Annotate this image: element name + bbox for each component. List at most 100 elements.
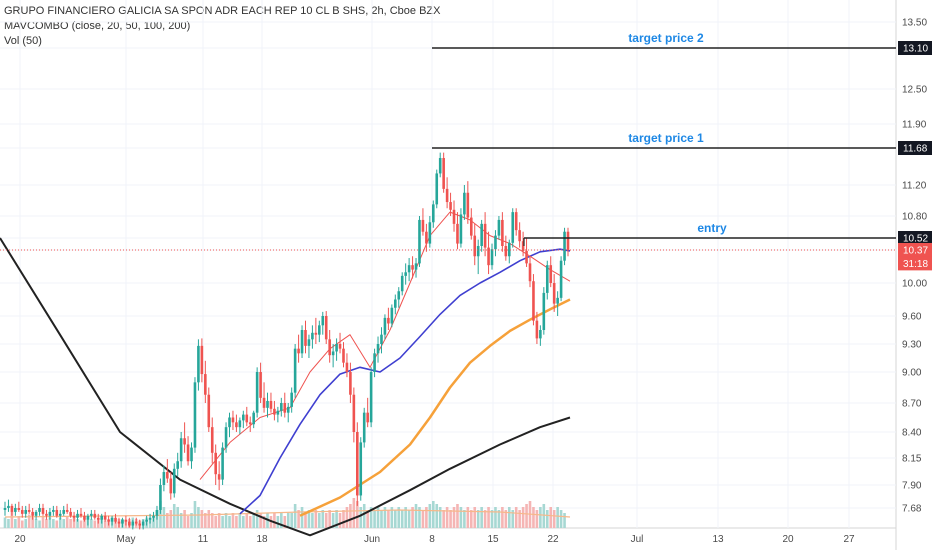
candle-body (552, 283, 556, 304)
volume-bar (72, 517, 76, 528)
candle-body (459, 214, 463, 244)
price-tag-label: 13.10 (903, 44, 928, 55)
volume-bar (38, 520, 41, 528)
volume-bar (352, 498, 356, 528)
volume-bar (383, 507, 387, 528)
candle-body (152, 515, 155, 518)
volume-bar (335, 510, 338, 528)
price-tag-label: 31:18 (903, 259, 928, 270)
candle-body (228, 417, 231, 428)
candle-body (421, 219, 425, 232)
price-tag (898, 141, 932, 155)
y-tick-label: 7.68 (902, 504, 922, 515)
volume-bar (559, 510, 563, 528)
price-tag (898, 243, 932, 257)
ma50-line (239, 248, 571, 515)
candle-body (318, 325, 321, 335)
moving-averages (0, 211, 571, 537)
volume-bar (159, 501, 162, 528)
x-tick-label: May (117, 534, 136, 545)
candle-body (231, 417, 235, 423)
volume-bar (217, 513, 221, 528)
candle-body (507, 242, 511, 257)
y-tick-label: 9.60 (902, 312, 922, 323)
candle-body (276, 410, 280, 415)
candle-body (242, 414, 245, 421)
volume-bar (480, 507, 483, 528)
candle-body (166, 472, 169, 479)
x-tick-label: 20 (14, 534, 26, 545)
volume-bar (563, 513, 566, 528)
candle-body (79, 513, 83, 516)
candle-body (539, 330, 542, 339)
volume-bar (469, 510, 473, 528)
candle-body (155, 509, 159, 516)
volume-bar (280, 513, 283, 528)
volume-bar (83, 519, 86, 528)
y-tick-label: 8.70 (902, 399, 922, 410)
candle-body (414, 263, 418, 270)
candle-body (394, 299, 397, 308)
volume-bar (349, 504, 352, 528)
volume-bar (41, 516, 45, 528)
volume-bar (297, 510, 300, 528)
candle-body (469, 217, 473, 236)
candle-body (107, 519, 110, 522)
x-tick-label: 11 (198, 534, 209, 545)
candle-body (34, 511, 38, 516)
candle-body (62, 509, 66, 514)
volume-bar (459, 507, 463, 528)
time-axis: 20 May 11 18 Jun 8 15 22 Jul 13 20 27 (14, 534, 855, 545)
price-tag-label: 10.37 (903, 246, 928, 257)
candle-body (252, 412, 255, 425)
indicator-volume-label[interactable]: Vol (50) (4, 35, 42, 47)
volume-bar (318, 513, 321, 528)
volume-bar (414, 504, 418, 528)
candle-body (352, 394, 356, 432)
volume-bar (497, 510, 501, 528)
indicator-mavcombo-label[interactable]: MAVCOMBO (close, 20, 50, 100, 200) (4, 20, 191, 32)
volume-bar (69, 519, 72, 528)
candle-body (128, 521, 131, 526)
volume-bar (293, 504, 297, 528)
volume-bar (262, 516, 266, 528)
volume-bar (283, 516, 287, 528)
volume-bar (400, 510, 404, 528)
volume-bar (490, 510, 494, 528)
candle-body (369, 372, 373, 423)
candle-body (124, 519, 128, 522)
volume-bar (7, 519, 10, 528)
volume-bar (255, 510, 259, 528)
candle-body (331, 351, 335, 356)
volume-bar (238, 513, 242, 528)
volume-bar (58, 517, 62, 528)
volume-ma-line (4, 509, 571, 518)
candle-body (511, 212, 515, 243)
candle-body (273, 408, 276, 415)
candle-body (311, 332, 314, 340)
candle-body (269, 400, 273, 409)
candle-body (235, 422, 238, 428)
chart-title: GRUPO FINANCIERO GALICIA SA SPON ADR EAC… (4, 5, 441, 17)
candle-body (259, 372, 262, 398)
candle-body (283, 403, 287, 413)
volume-bar (476, 510, 480, 528)
candle-body (280, 403, 283, 411)
candle-body (463, 192, 466, 215)
volume-bar (556, 507, 559, 528)
price-tag (898, 41, 932, 55)
volume-bar (55, 520, 59, 528)
candle-body (525, 250, 528, 264)
candle-body (549, 265, 553, 283)
ma100-line (299, 298, 571, 517)
volume-bar (52, 519, 55, 528)
candle-body (321, 316, 325, 326)
volume-bar (514, 507, 518, 528)
volume-bar (511, 510, 515, 528)
volume-bar (307, 510, 311, 528)
volume-bar (431, 501, 435, 528)
volume-bar (90, 519, 93, 528)
candle-body (214, 452, 217, 475)
candle-body (545, 265, 549, 293)
